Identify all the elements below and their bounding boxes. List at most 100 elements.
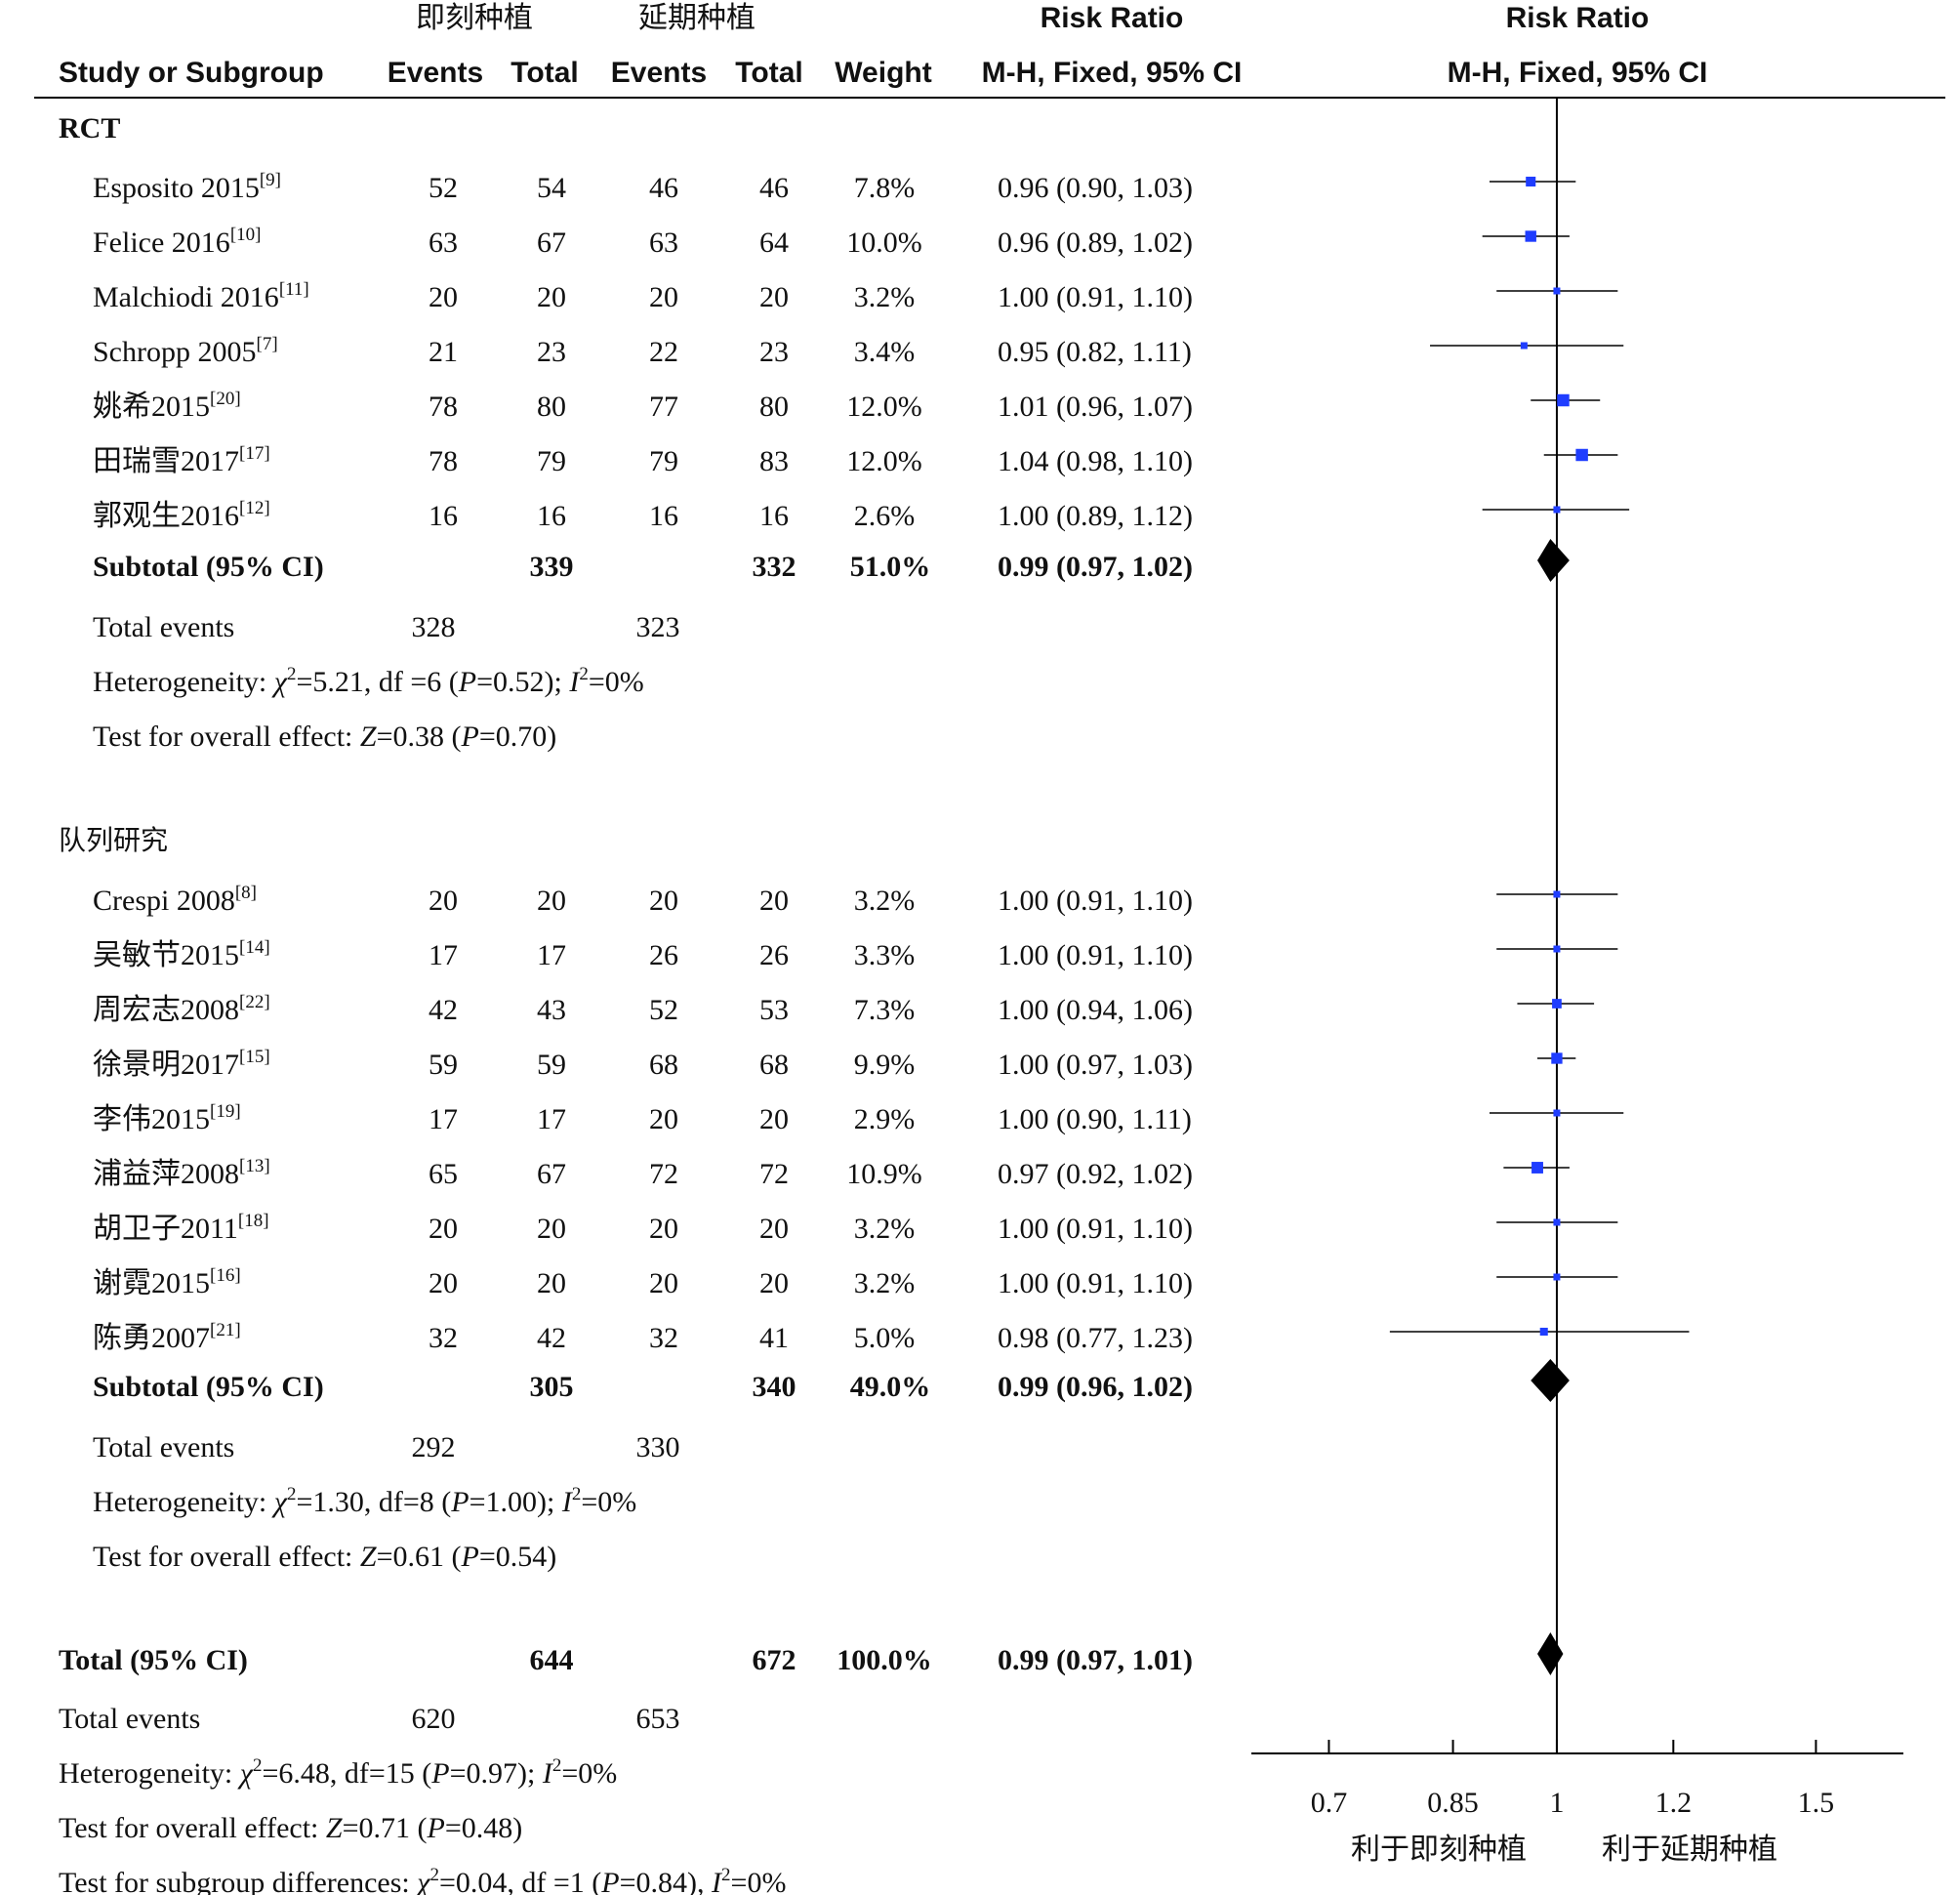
study-2-6-events2: 72: [649, 1158, 678, 1190]
study-1-7-total2: 16: [759, 500, 789, 532]
study-1-6-ci-text: 1.04 (0.98, 1.10): [998, 445, 1193, 477]
study-2-1-ci-text: 1.00 (0.91, 1.10): [998, 885, 1193, 917]
study-2-7-name: 胡卫子2011[18]: [93, 1211, 269, 1246]
study-1-5-name: 姚希2015[20]: [93, 389, 241, 424]
rr-method-header: M-H, Fixed, 95% CI: [982, 57, 1243, 89]
study-2-6-ci-text: 0.97 (0.92, 1.02): [998, 1158, 1193, 1190]
study-2-3-name: 周宏志2008[22]: [93, 992, 270, 1027]
study-1-6-marker: [1575, 448, 1588, 462]
study-2-1-total2: 20: [759, 885, 789, 917]
study-1-7-ci-text: 1.00 (0.89, 1.12): [998, 500, 1193, 532]
subtotal-weight-2: 49.0%: [850, 1371, 931, 1403]
study-2-2-total1: 17: [537, 939, 566, 971]
study-2-1-name: Crespi 2008[8]: [93, 883, 257, 917]
study-2-6-events1: 65: [429, 1158, 458, 1190]
study-2-4-events1: 59: [429, 1049, 458, 1081]
study-2-1-events1: 20: [429, 885, 458, 917]
study-1-7-name: 郭观生2016[12]: [93, 498, 270, 533]
study-2-6-total2: 72: [759, 1158, 789, 1190]
study-1-6-name: 田瑞雪2017[17]: [93, 443, 270, 478]
study-2-9-ci-text: 0.98 (0.77, 1.23): [998, 1322, 1193, 1354]
study-1-7-marker: [1553, 506, 1561, 514]
group1-header: 即刻种植: [416, 1, 533, 35]
study-2-2-weight: 3.3%: [854, 939, 916, 971]
study-2-9-marker: [1539, 1327, 1548, 1337]
study-2-7-total2: 20: [759, 1213, 789, 1245]
subtotal-label-1: Subtotal (95% CI): [93, 551, 324, 583]
study-2-8-weight: 3.2%: [854, 1267, 916, 1299]
subtotal-total1-2: 305: [530, 1371, 574, 1403]
study-2-3-events1: 42: [429, 994, 458, 1026]
subtotal-weight-1: 51.0%: [850, 551, 931, 583]
overall-effect-2: Test for overall effect: Z=0.61 (P=0.54): [93, 1541, 556, 1573]
study-1-5-total1: 80: [537, 391, 566, 423]
overall-effect-test: Test for overall effect: Z=0.71 (P=0.48): [59, 1812, 522, 1844]
overall-heterogeneity: Heterogeneity: χ2=6.48, df=15 (P=0.97); …: [59, 1755, 617, 1790]
study-2-2-events2: 26: [649, 939, 678, 971]
study-2-4-total1: 59: [537, 1049, 566, 1081]
study-1-1-name: Esposito 2015[9]: [93, 170, 281, 204]
study-2-3-total2: 53: [759, 994, 789, 1026]
study-1-5-events1: 78: [429, 391, 458, 423]
weight-column-header: Weight: [835, 57, 931, 89]
study-1-5-total2: 80: [759, 391, 789, 423]
subtotal-total2-2: 340: [753, 1371, 796, 1403]
study-1-4-total2: 23: [759, 336, 789, 368]
study-1-4-name: Schropp 2005[7]: [93, 334, 278, 368]
study-1-3-total1: 20: [537, 281, 566, 313]
heterogeneity-1: Heterogeneity: χ2=5.21, df =6 (P=0.52); …: [93, 664, 644, 698]
study-1-5-events2: 77: [649, 391, 678, 423]
x-tick-label-5: 1.5: [1798, 1787, 1835, 1819]
study-column-header: Study or Subgroup: [59, 57, 324, 89]
study-1-3-marker: [1553, 287, 1561, 295]
study-1-6-weight: 12.0%: [846, 445, 922, 477]
study-2-8-events2: 20: [649, 1267, 678, 1299]
study-1-2-ci-text: 0.96 (0.89, 1.02): [998, 227, 1193, 259]
subtotal-label-2: Subtotal (95% CI): [93, 1371, 324, 1403]
events2-column-header: Events: [611, 57, 707, 89]
study-2-7-weight: 3.2%: [854, 1213, 916, 1245]
study-2-6-total1: 67: [537, 1158, 566, 1190]
total-diamond: [1537, 1632, 1564, 1675]
total-label: Total (95% CI): [59, 1644, 248, 1676]
study-2-3-weight: 7.3%: [854, 994, 916, 1026]
study-1-2-marker: [1525, 230, 1536, 242]
study-1-6-events1: 78: [429, 445, 458, 477]
study-1-3-name: Malchiodi 2016[11]: [93, 279, 309, 313]
study-2-9-events2: 32: [649, 1322, 678, 1354]
study-1-2-total1: 67: [537, 227, 566, 259]
study-2-8-marker: [1553, 1273, 1561, 1281]
subtotal-ci-text-2: 0.99 (0.96, 1.02): [998, 1371, 1193, 1403]
study-2-4-ci-text: 1.00 (0.97, 1.03): [998, 1049, 1193, 1081]
study-2-4-events2: 68: [649, 1049, 678, 1081]
study-1-7-total1: 16: [537, 500, 566, 532]
study-1-5-weight: 12.0%: [846, 391, 922, 423]
overall-effect-1: Test for overall effect: Z=0.38 (P=0.70): [93, 721, 556, 753]
study-2-3-total1: 43: [537, 994, 566, 1026]
favors-left-label: 利于即刻种植: [1351, 1833, 1527, 1867]
study-2-4-marker: [1551, 1052, 1563, 1064]
study-1-1-events2: 46: [649, 172, 678, 204]
study-2-8-total2: 20: [759, 1267, 789, 1299]
study-2-1-weight: 3.2%: [854, 885, 916, 917]
subgroup-differences-test: Test for subgroup differences: χ2=0.04, …: [59, 1865, 786, 1895]
subtotal-diamond-2: [1531, 1359, 1570, 1402]
study-1-7-events1: 16: [429, 500, 458, 532]
study-2-4-name: 徐景明2017[15]: [93, 1047, 270, 1082]
study-2-2-marker: [1553, 945, 1561, 953]
study-1-7-weight: 2.6%: [854, 500, 916, 532]
heterogeneity-2: Heterogeneity: χ2=1.30, df=8 (P=1.00); I…: [93, 1484, 636, 1518]
study-1-1-ci-text: 0.96 (0.90, 1.03): [998, 172, 1193, 204]
favors-right-label: 利于延期种植: [1602, 1833, 1777, 1867]
study-2-5-marker: [1553, 1109, 1561, 1117]
study-1-3-total2: 20: [759, 281, 789, 313]
total-events2-2: 330: [636, 1431, 680, 1463]
study-1-2-name: Felice 2016[10]: [93, 225, 261, 259]
study-2-2-total2: 26: [759, 939, 789, 971]
study-1-3-events2: 20: [649, 281, 678, 313]
study-2-5-total2: 20: [759, 1103, 789, 1135]
study-2-8-name: 谢霓2015[16]: [93, 1265, 241, 1300]
study-2-5-events1: 17: [429, 1103, 458, 1135]
